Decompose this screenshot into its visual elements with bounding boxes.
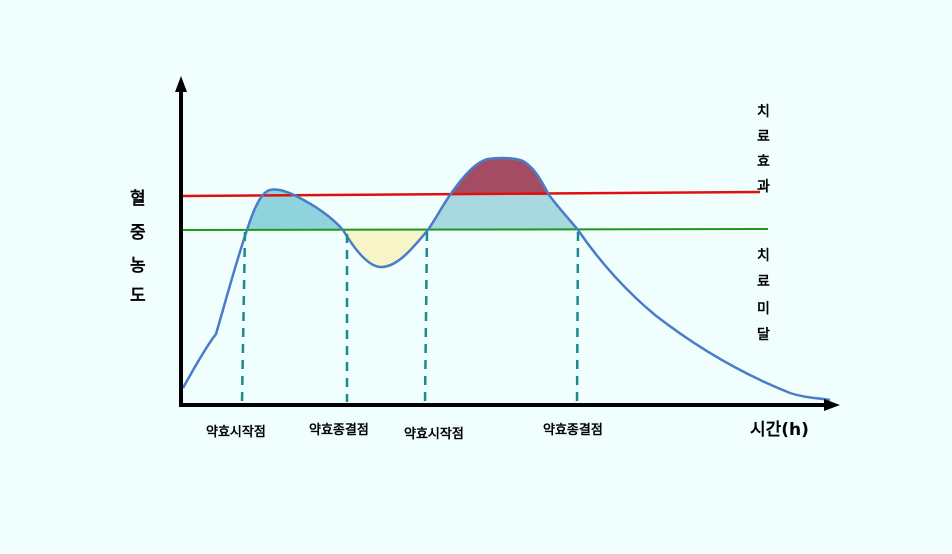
y-axis-label-char: 혈 [130, 189, 146, 209]
therapeutic-effect-line [181, 190, 761, 198]
upper-label-char: 과 [757, 179, 770, 195]
onset-label-1: 약효시작점 [206, 425, 266, 440]
subtherapeutic-line [181, 228, 769, 231]
second-peak-therapeutic-fill [428, 195, 578, 230]
marker-line-end-2 [575, 231, 580, 403]
first-peak-fill [247, 189, 343, 230]
lower-label-char: 치 [757, 248, 770, 264]
upper-label-char: 치 [757, 104, 770, 120]
lower-label-char: 미 [757, 301, 770, 317]
y-axis-arrow-icon [175, 76, 187, 92]
x-axis-label: 시간(h) [750, 420, 809, 440]
marker-line-onset-2 [423, 231, 429, 403]
end-label-2: 약효종결점 [543, 423, 603, 438]
lower-label-char: 달 [757, 327, 770, 343]
end-label-1: 약효종결점 [309, 423, 369, 438]
onset-label-2: 약효시작점 [404, 427, 464, 442]
concentration-curve [181, 156, 831, 402]
upper-label-char: 효 [757, 154, 770, 170]
y-axis-label-char: 중 [130, 223, 146, 243]
upper-label-char: 료 [757, 129, 770, 145]
marker-line-onset-1 [240, 231, 247, 403]
y-axis-label-char: 농 [130, 256, 146, 276]
x-axis-arrow-icon [824, 399, 840, 411]
y-axis-label-char: 도 [130, 286, 146, 306]
lower-label-char: 료 [757, 274, 770, 290]
